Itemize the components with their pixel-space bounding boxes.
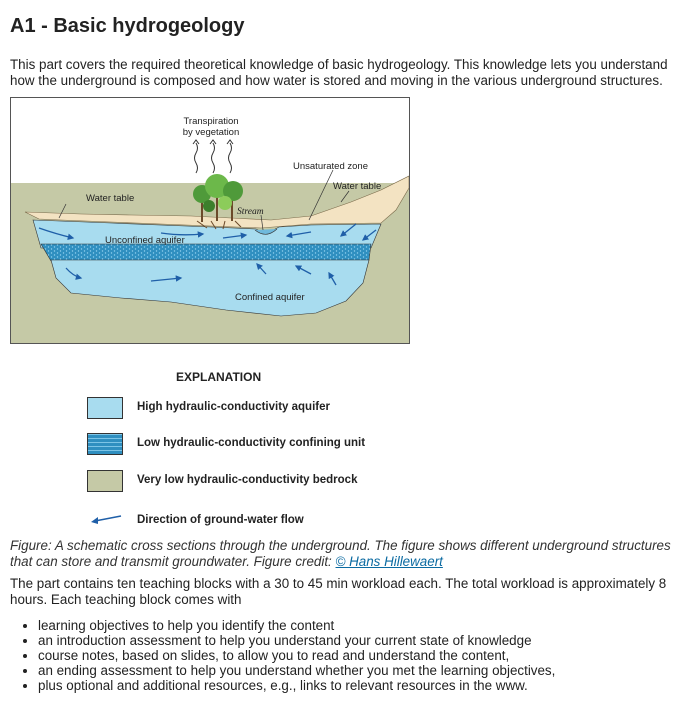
- transpiration-icon: [192, 139, 234, 174]
- unsaturated-zone: [24, 175, 409, 229]
- label-transpiration-1: Transpiration: [183, 116, 238, 127]
- legend-label-low: Low hydraulic-conductivity confining uni…: [137, 437, 366, 449]
- legend-title: EXPLANATION: [176, 370, 262, 384]
- legend-label-flow: Direction of ground-water flow: [137, 514, 304, 526]
- list-item: course notes, based on slides, to allow …: [38, 648, 555, 663]
- flow-arrows: [38, 223, 377, 286]
- list-item: an ending assessment to help you underst…: [38, 663, 555, 678]
- credit-link[interactable]: © Hans Hillewaert: [335, 554, 443, 569]
- label-unconfined-aquifer: Unconfined aquifer: [105, 235, 185, 246]
- label-water-table-left: Water table: [86, 193, 134, 204]
- stream: [254, 228, 278, 235]
- label-confined-aquifer: Confined aquifer: [235, 292, 305, 303]
- teaching-block-contents-list: learning objectives to help you identify…: [10, 618, 555, 693]
- label-stream: Stream: [237, 207, 264, 217]
- legend-swatch-low: [87, 433, 123, 455]
- hydrogeology-figure: Transpiration by vegetation Unsaturated …: [10, 97, 410, 344]
- intro-paragraph: This part covers the required theoretica…: [10, 57, 668, 88]
- label-transpiration-2: by vegetation: [183, 127, 240, 138]
- confined-aquifer: [50, 259, 370, 317]
- teaching-blocks-paragraph: The part contains ten teaching blocks wi…: [10, 576, 667, 607]
- legend-label-high: High hydraulic-conductivity aquifer: [137, 401, 330, 413]
- confining-unit: [40, 243, 372, 262]
- legend-swatch-high: [87, 397, 123, 419]
- vegetation-icon: [193, 174, 243, 230]
- legend-swatch-bedrock: [87, 470, 123, 492]
- list-item: plus optional and additional resources, …: [38, 678, 555, 693]
- list-item: learning objectives to help you identify…: [38, 618, 555, 633]
- figure-legend: EXPLANATION High hydraulic-conductivity …: [10, 360, 430, 535]
- figure-caption: Figure: A schematic cross sections throu…: [10, 538, 690, 570]
- page-title: A1 - Basic hydrogeology: [10, 15, 245, 37]
- label-water-table-right: Water table: [333, 181, 381, 192]
- caption-text: Figure: A schematic cross sections throu…: [10, 538, 671, 569]
- leader-lines: [58, 169, 350, 231]
- label-unsaturated-zone: Unsaturated zone: [293, 161, 368, 172]
- legend-label-bedrock: Very low hydraulic-conductivity bedrock: [137, 474, 358, 486]
- list-item: an introduction assessment to help you u…: [38, 633, 555, 648]
- flow-arrow-icon: [91, 515, 122, 524]
- cross-section-diagram: Transpiration by vegetation Unsaturated …: [11, 116, 409, 343]
